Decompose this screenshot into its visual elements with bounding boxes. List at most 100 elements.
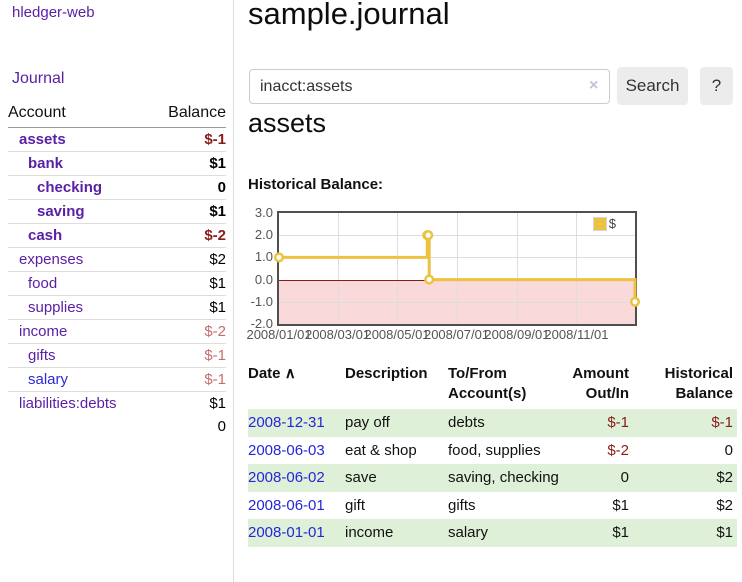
transaction-balance: $2 (716, 469, 733, 486)
chart-gridline (397, 213, 399, 324)
y-axis-tick-label: -2.0 (250, 316, 273, 331)
sidebar-item-journal[interactable]: Journal (12, 70, 65, 87)
account-link[interactable]: supplies (28, 299, 84, 316)
transaction-date-link[interactable]: 2008-06-03 (248, 441, 325, 459)
account-row: assets $-1 (8, 128, 226, 152)
transaction-date-link[interactable]: 2008-01-01 (248, 524, 325, 541)
transaction-accounts: saving, checking (448, 469, 559, 486)
legend-label: $ (608, 216, 616, 231)
transaction-balance: $1 (716, 524, 733, 541)
accounts-table: Account Balance assets $-1 bank $1 checking 0… (8, 102, 226, 438)
historical-balance-chart: $ 3.0 2.0 1.0 0.0 -1.0 -2.0 2008/01/01 2008/03… (243, 205, 643, 351)
transaction-amount: $-2 (607, 441, 629, 459)
data-point (424, 274, 435, 285)
transaction-row: 2008-06-01 gift gifts $1 $2 (248, 492, 737, 520)
transaction-description: eat & shop (345, 441, 417, 459)
account-heading: assets (248, 108, 327, 138)
chart-gridline (337, 213, 339, 324)
account-link[interactable]: income (19, 323, 68, 340)
data-point (629, 296, 641, 307)
x-axis-tick-label: 2008/01/01 (246, 327, 312, 342)
transaction-description: gift (345, 496, 366, 514)
transaction-date-link[interactable]: 2008-12-31 (248, 414, 325, 431)
transactions-table: Date ∧ Description To/From Account(s) Am… (248, 360, 737, 547)
x-axis-tick-label: 2008/11/01 (544, 327, 609, 342)
page-title: sample.journal (248, 0, 450, 31)
y-axis-tick-label: 2.0 (254, 227, 273, 243)
balance-line (279, 233, 637, 302)
accounts-header-balance: Balance (150, 102, 226, 128)
y-axis-tick-label: 3.0 (254, 205, 273, 220)
transaction-row: 2008-01-01 income salary $1 $1 (248, 519, 737, 547)
transaction-description: pay off (345, 414, 390, 431)
account-balance: $1 (150, 151, 226, 176)
data-point (423, 230, 434, 241)
transaction-row: 2008-06-03 eat & shop food, supplies $-2 0 (248, 437, 737, 465)
transaction-amount: $1 (612, 496, 629, 514)
chart-legend: $ (590, 215, 618, 232)
account-balance: $-2 (150, 319, 226, 344)
transaction-balance: $2 (716, 496, 733, 514)
transaction-amount: $1 (612, 524, 629, 541)
account-balance: $1 (150, 271, 226, 296)
account-row: expenses $2 (8, 247, 226, 272)
account-link[interactable]: assets (19, 131, 66, 148)
clear-search-icon[interactable]: × (589, 77, 599, 94)
column-header-balance: Historical Balance (664, 365, 733, 402)
search-button[interactable]: Search (617, 67, 688, 105)
accounts-header-row: Account Balance (8, 102, 226, 128)
chart-series-svg (273, 230, 641, 307)
transaction-accounts: gifts (448, 496, 476, 514)
account-balance: $1 (150, 199, 226, 224)
account-link[interactable]: liabilities:debts (19, 395, 117, 412)
transaction-balance: 0 (724, 441, 733, 459)
transaction-accounts: food, supplies (448, 441, 541, 459)
y-axis-tick-label: 1.0 (254, 249, 273, 265)
account-balance: $-1 (150, 343, 226, 368)
account-row: cash $-2 (8, 223, 226, 248)
sidebar: hledger-web Journal Account Balance asse… (0, 0, 234, 582)
transaction-description: income (345, 524, 394, 541)
account-row: liabilities:debts $1 (8, 391, 226, 415)
account-row: supplies $1 (8, 295, 226, 320)
x-axis-tick-label: 2008/09/01 (484, 327, 550, 342)
account-link[interactable]: gifts (28, 347, 56, 364)
account-row: bank $1 (8, 151, 226, 176)
account-link[interactable]: cash (28, 227, 63, 244)
transaction-row: 2008-06-02 save saving, checking 0 $2 (248, 464, 737, 492)
account-link[interactable]: salary (28, 371, 69, 388)
transaction-date-link[interactable]: 2008-06-02 (248, 469, 325, 486)
transaction-accounts: salary (448, 524, 489, 541)
account-link[interactable]: food (28, 275, 58, 292)
account-link[interactable]: checking (37, 179, 103, 196)
x-axis-tick-label: 2008/03/01 (304, 327, 371, 342)
x-axis-tick-label: 2008/05/01 (364, 327, 430, 342)
accounts-header-account: Account (8, 102, 151, 128)
search-input[interactable] (249, 69, 610, 104)
transaction-date-link[interactable]: 2008-06-01 (248, 496, 325, 514)
column-header-date[interactable]: Date ∧ (248, 360, 345, 409)
account-link[interactable]: expenses (19, 251, 84, 268)
chart-title: Historical Balance: (248, 176, 384, 193)
transactions-header-row: Date ∧ Description To/From Account(s) Am… (248, 360, 737, 409)
accounts-total-value: 0 (217, 418, 226, 435)
account-balance: $-1 (204, 131, 226, 148)
column-header-accounts: To/From Account(s) (448, 365, 527, 402)
app-title-link[interactable]: hledger-web (12, 4, 95, 21)
account-balance: $2 (150, 247, 226, 272)
account-row: gifts $-1 (8, 343, 226, 368)
account-row: food $1 (8, 271, 226, 296)
transaction-amount: $-1 (607, 414, 629, 431)
account-balance: $1 (150, 295, 226, 320)
chart-gridline (456, 213, 458, 324)
account-row: checking 0 (8, 175, 226, 200)
transaction-row: 2008-12-31 pay off debts $-1 $-1 (248, 409, 737, 437)
account-link[interactable]: bank (28, 155, 64, 172)
x-axis-tick-label: 2008/07/01 (423, 327, 490, 342)
help-button[interactable]: ? (700, 67, 733, 105)
accounts-total-row: 0 (8, 415, 226, 438)
account-link[interactable]: saving (37, 203, 85, 220)
account-balance: $-2 (150, 223, 226, 248)
account-balance: $-1 (150, 367, 226, 392)
